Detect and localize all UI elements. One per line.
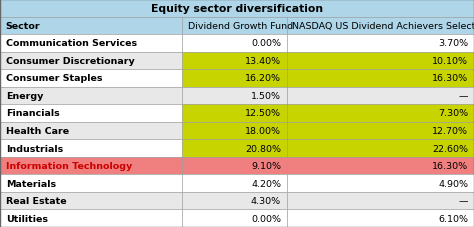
Bar bbox=[0, 210, 182, 227]
Bar bbox=[182, 105, 287, 122]
Bar bbox=[287, 175, 474, 192]
Text: 6.10%: 6.10% bbox=[438, 214, 468, 223]
Bar bbox=[182, 157, 287, 175]
Text: Information Technology: Information Technology bbox=[6, 161, 132, 170]
Text: —: — bbox=[459, 91, 468, 101]
Text: 3.70%: 3.70% bbox=[438, 39, 468, 48]
Text: 12.70%: 12.70% bbox=[432, 126, 468, 136]
Text: Dividend Growth Fund: Dividend Growth Fund bbox=[188, 22, 293, 31]
Text: 16.20%: 16.20% bbox=[245, 74, 281, 83]
Bar bbox=[182, 210, 287, 227]
Bar bbox=[0, 70, 182, 87]
Bar bbox=[287, 210, 474, 227]
Bar bbox=[287, 192, 474, 210]
Bar bbox=[287, 105, 474, 122]
Bar bbox=[0, 140, 182, 157]
Bar bbox=[287, 157, 474, 175]
Bar bbox=[182, 70, 287, 87]
Text: 7.30%: 7.30% bbox=[438, 109, 468, 118]
Bar bbox=[182, 17, 287, 35]
Bar bbox=[287, 140, 474, 157]
Bar bbox=[182, 192, 287, 210]
Bar bbox=[0, 105, 182, 122]
Text: 16.30%: 16.30% bbox=[432, 161, 468, 170]
Text: —: — bbox=[459, 196, 468, 205]
Bar bbox=[182, 87, 287, 105]
Text: 0.00%: 0.00% bbox=[251, 214, 281, 223]
Bar bbox=[0, 52, 182, 70]
Bar bbox=[287, 35, 474, 52]
Bar bbox=[182, 35, 287, 52]
Bar bbox=[287, 87, 474, 105]
Text: 4.90%: 4.90% bbox=[438, 179, 468, 188]
Bar bbox=[182, 122, 287, 140]
Bar bbox=[0, 17, 182, 35]
Text: 0.00%: 0.00% bbox=[251, 39, 281, 48]
Bar bbox=[0, 192, 182, 210]
Bar bbox=[0, 175, 182, 192]
Bar bbox=[287, 122, 474, 140]
Text: 4.30%: 4.30% bbox=[251, 196, 281, 205]
Text: Communication Services: Communication Services bbox=[6, 39, 137, 48]
Text: Consumer Discretionary: Consumer Discretionary bbox=[6, 57, 135, 66]
Text: 22.60%: 22.60% bbox=[432, 144, 468, 153]
Bar bbox=[0, 87, 182, 105]
Text: 16.30%: 16.30% bbox=[432, 74, 468, 83]
Text: Real Estate: Real Estate bbox=[6, 196, 66, 205]
Text: 4.20%: 4.20% bbox=[251, 179, 281, 188]
Text: 20.80%: 20.80% bbox=[245, 144, 281, 153]
Bar bbox=[0, 157, 182, 175]
Bar bbox=[287, 70, 474, 87]
Text: Financials: Financials bbox=[6, 109, 59, 118]
Text: Consumer Staples: Consumer Staples bbox=[6, 74, 102, 83]
Bar bbox=[0, 122, 182, 140]
Text: 18.00%: 18.00% bbox=[245, 126, 281, 136]
Text: 13.40%: 13.40% bbox=[245, 57, 281, 66]
Text: 10.10%: 10.10% bbox=[432, 57, 468, 66]
Bar bbox=[182, 175, 287, 192]
Text: 9.10%: 9.10% bbox=[251, 161, 281, 170]
Bar bbox=[182, 140, 287, 157]
Bar bbox=[287, 52, 474, 70]
Text: 12.50%: 12.50% bbox=[245, 109, 281, 118]
Text: Materials: Materials bbox=[6, 179, 56, 188]
Bar bbox=[182, 52, 287, 70]
Bar bbox=[287, 17, 474, 35]
Bar bbox=[0, 0, 474, 17]
Text: Industrials: Industrials bbox=[6, 144, 63, 153]
Text: Equity sector diversification: Equity sector diversification bbox=[151, 4, 323, 14]
Text: Energy: Energy bbox=[6, 91, 43, 101]
Text: Sector: Sector bbox=[6, 22, 40, 31]
Text: Health Care: Health Care bbox=[6, 126, 69, 136]
Text: NASDAQ US Dividend Achievers Select: NASDAQ US Dividend Achievers Select bbox=[292, 22, 474, 31]
Bar bbox=[0, 35, 182, 52]
Text: 1.50%: 1.50% bbox=[251, 91, 281, 101]
Text: Utilities: Utilities bbox=[6, 214, 48, 223]
